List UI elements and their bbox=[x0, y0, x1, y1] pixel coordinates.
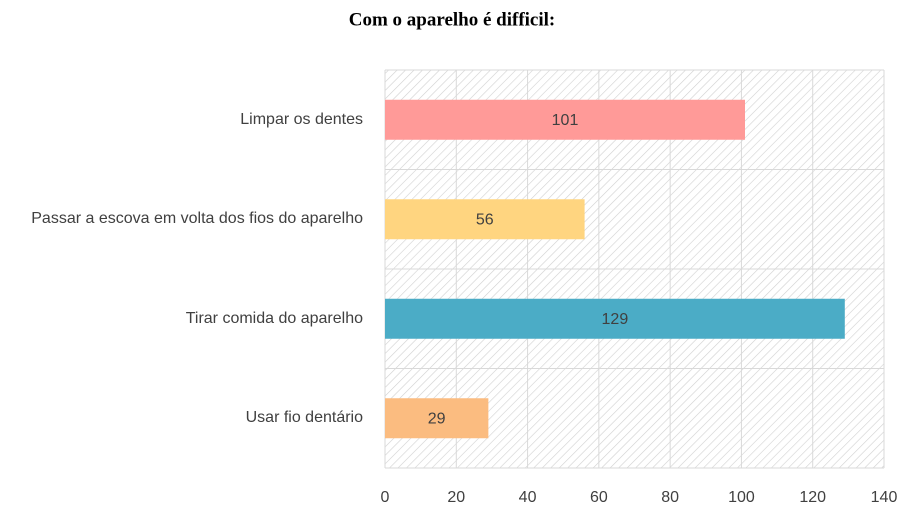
x-tick-label: 100 bbox=[728, 489, 755, 506]
data-label: 129 bbox=[602, 311, 629, 328]
chart-title: Com o aparelho é difficil: bbox=[349, 9, 556, 30]
y-tick-label: Usar fio dentário bbox=[245, 409, 363, 427]
x-tick-label: 0 bbox=[381, 489, 390, 506]
x-tick-label: 140 bbox=[871, 489, 898, 506]
x-tick-label: 120 bbox=[799, 489, 826, 506]
data-label: 56 bbox=[476, 211, 494, 228]
x-tick-label: 80 bbox=[661, 489, 679, 506]
y-tick-label: Passar a escova em volta dos fios do apa… bbox=[31, 210, 363, 228]
bar bbox=[385, 298, 845, 339]
y-tick-label: Limpar os dentes bbox=[240, 110, 363, 128]
x-tick-label: 40 bbox=[519, 489, 537, 506]
data-label: 101 bbox=[552, 112, 579, 129]
data-label: 29 bbox=[428, 410, 446, 427]
bar bbox=[385, 398, 489, 439]
y-tick-label: Tirar comida do aparelho bbox=[185, 309, 363, 327]
bar bbox=[385, 199, 585, 240]
bar bbox=[385, 99, 745, 140]
x-tick-label: 60 bbox=[590, 489, 608, 506]
x-tick-label: 20 bbox=[447, 489, 465, 506]
